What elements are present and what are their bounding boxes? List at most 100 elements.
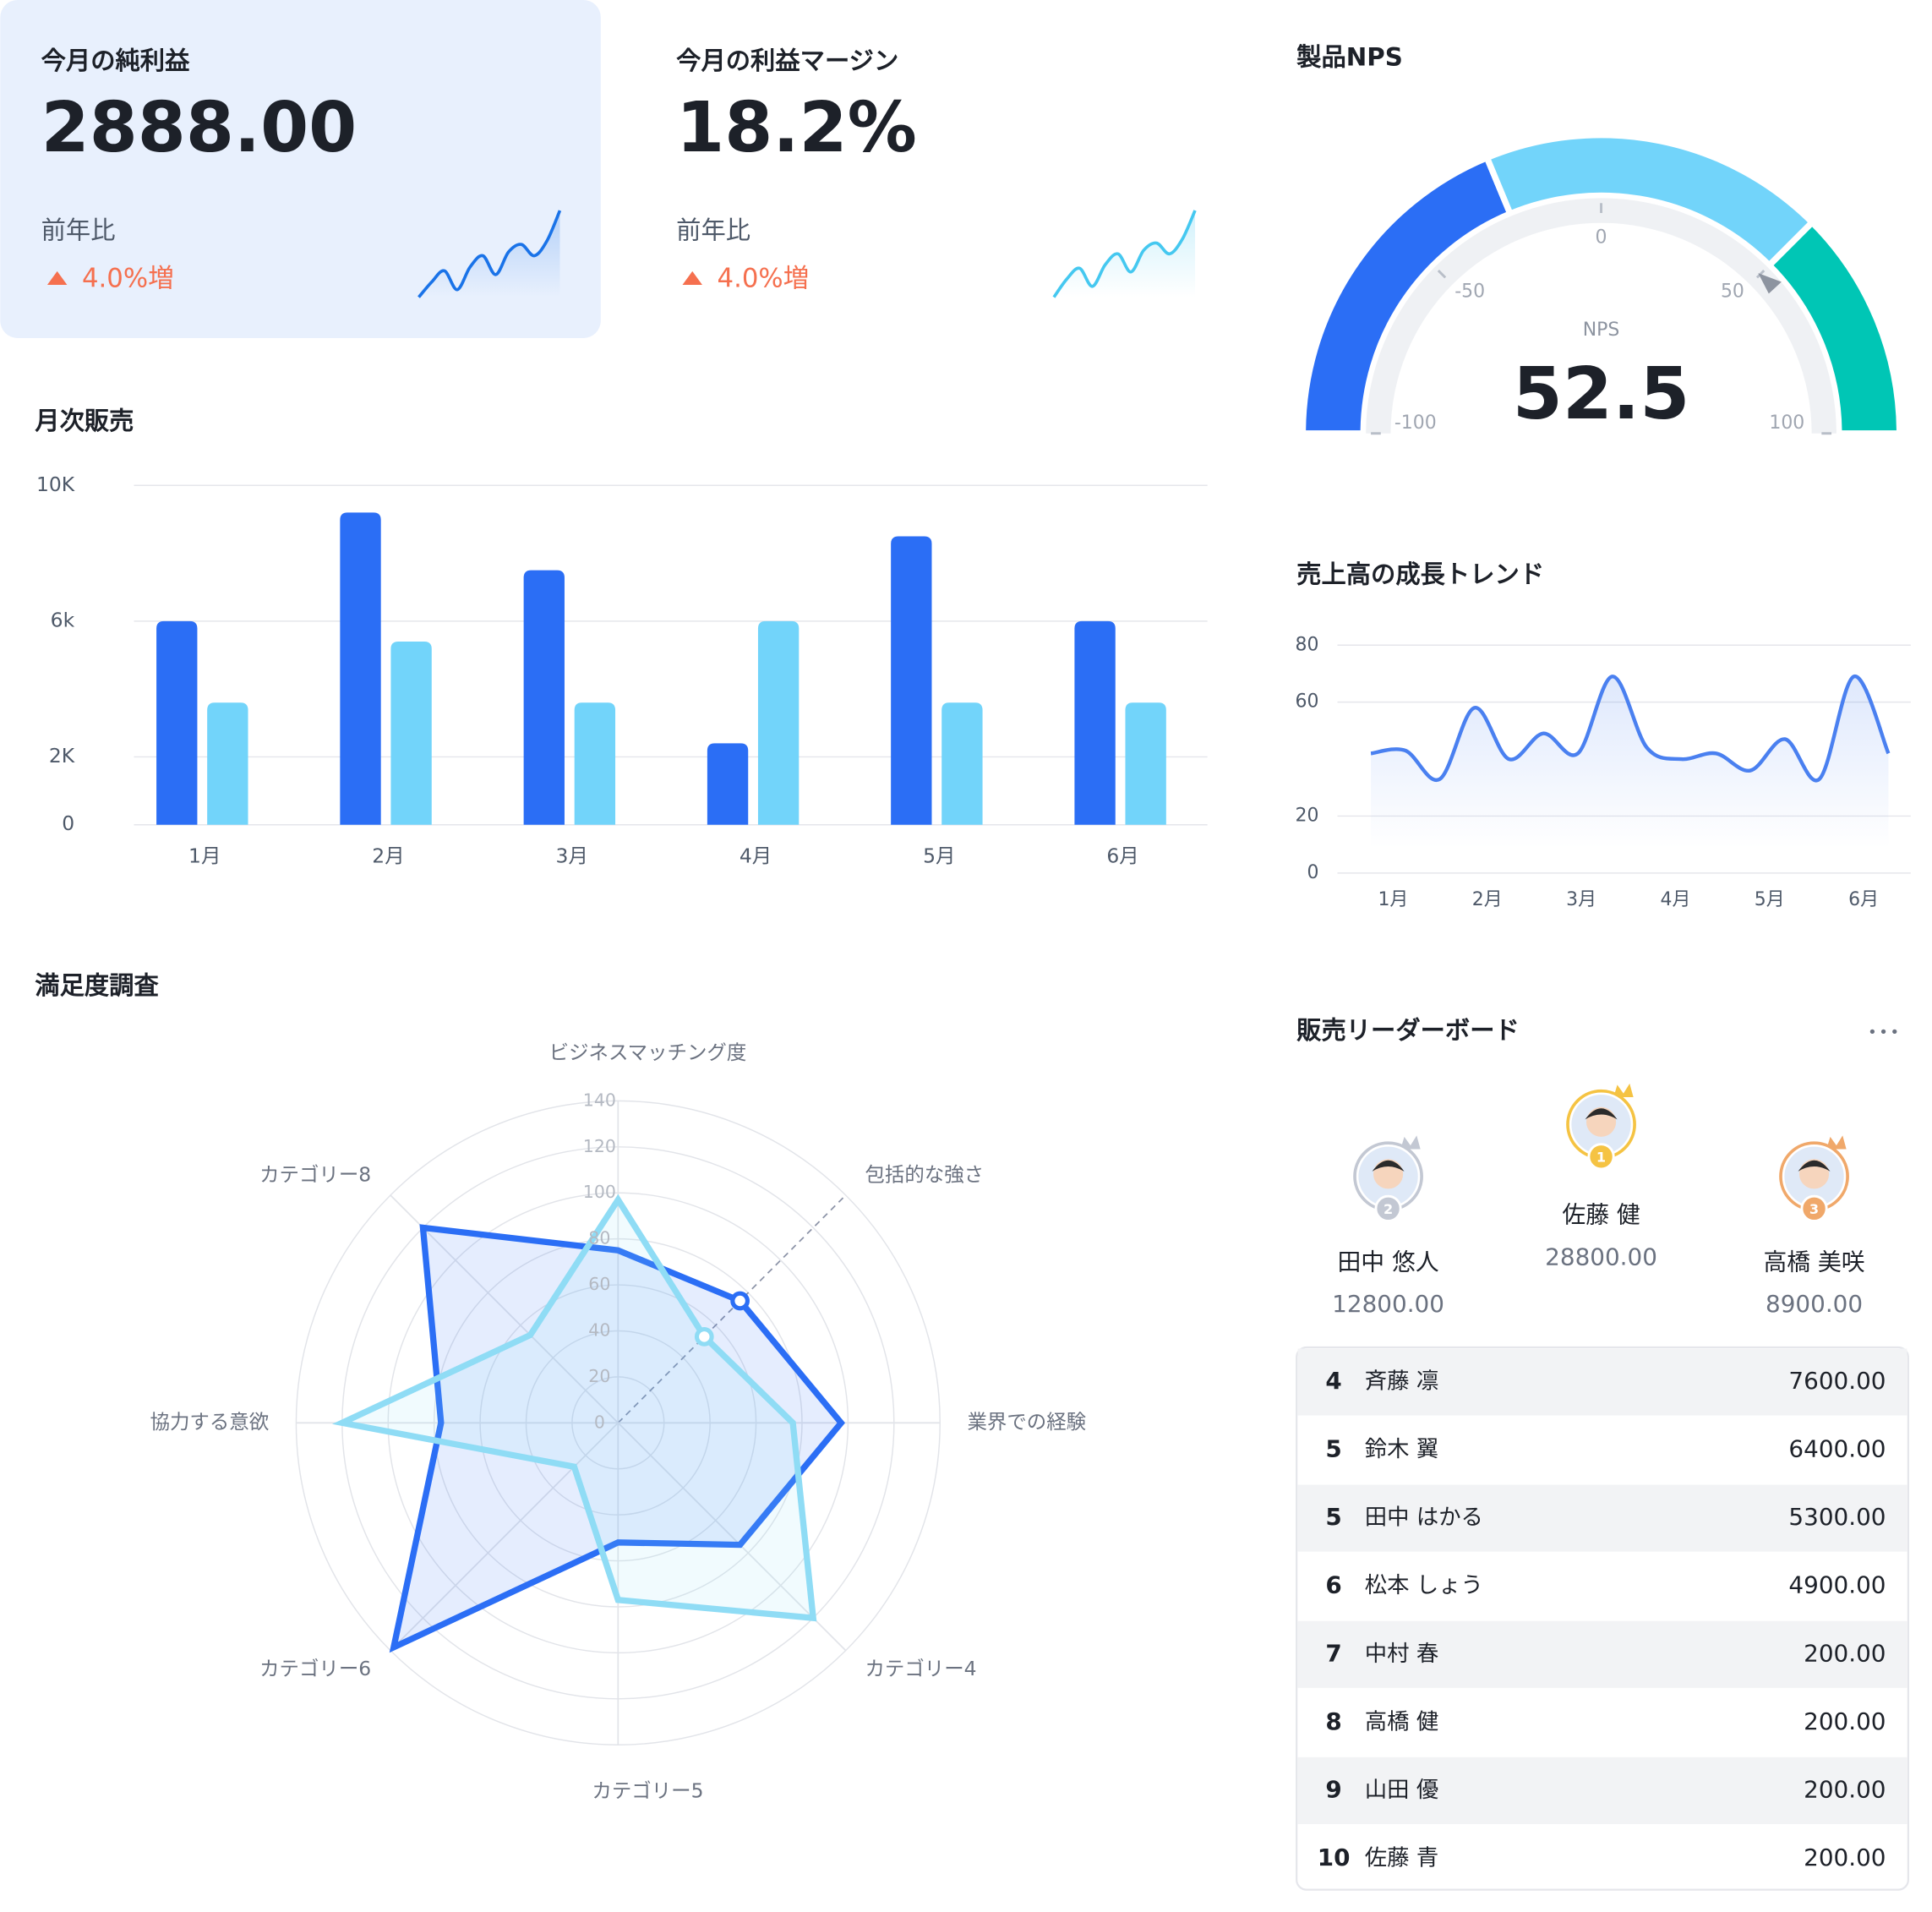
sparkline-area (418, 210, 560, 298)
winner-score: 28800.00 (1545, 1243, 1657, 1270)
row-bg (1297, 1756, 1907, 1824)
leaderboard-table (1296, 1346, 1909, 1891)
r-tick-label: 0 (594, 1412, 605, 1432)
row-score: 4900.00 (1788, 1571, 1886, 1599)
bar (707, 743, 749, 825)
radar-area (389, 1224, 845, 1653)
chart-title: 月次販売 (35, 407, 134, 435)
more-dot (1880, 1029, 1886, 1035)
row-name: 田中 はかる (1365, 1505, 1483, 1531)
gauge-pointer (1758, 273, 1782, 294)
spoke (617, 1422, 847, 1652)
bar (574, 702, 616, 825)
r-tick-label: 60 (588, 1274, 610, 1294)
line (1370, 675, 1891, 783)
bar (1125, 702, 1166, 825)
gauge-label: NPS (1583, 320, 1620, 341)
axis-label: 協力する意欲 (150, 1410, 270, 1434)
leaderboard-title: 販売リーダーボード (1296, 1016, 1520, 1045)
row-score: 200.00 (1804, 1775, 1886, 1803)
medal (1374, 1194, 1402, 1222)
row-rank: 5 (1325, 1503, 1341, 1531)
gauge-value: 52.5 (1513, 352, 1690, 436)
more-dot (1892, 1029, 1897, 1035)
kpi-title: 今月の純利益 (41, 46, 190, 75)
y-tick-label: 2K (49, 744, 75, 768)
r-tick-label: 40 (588, 1319, 610, 1340)
row-rank: 7 (1325, 1639, 1341, 1667)
bar (1074, 620, 1116, 825)
row-bg (1297, 1620, 1907, 1688)
row-name: 松本 しょう (1365, 1573, 1483, 1598)
axis-label: 包括的な強さ (865, 1163, 984, 1187)
row-name: 斉藤 凛 (1365, 1368, 1438, 1394)
row-score: 200.00 (1804, 1707, 1886, 1735)
row-rank: 9 (1325, 1775, 1341, 1803)
r-tick-label: 80 (588, 1228, 610, 1248)
y-tick-label: 20 (1296, 805, 1319, 826)
gauge-tick-label: 100 (1769, 412, 1804, 434)
x-tick-label: 2月 (1472, 889, 1503, 910)
y-tick-label: 10K (36, 473, 75, 496)
sparkline-area (1054, 210, 1196, 298)
row-name: 高橋 健 (1365, 1709, 1438, 1734)
row-score: 6400.00 (1788, 1435, 1886, 1463)
gauge-tick-label: -100 (1394, 412, 1437, 434)
radar-point (694, 1326, 714, 1347)
row-rank: 10 (1318, 1844, 1351, 1871)
y-tick-label: 80 (1296, 634, 1319, 655)
row-bg (1297, 1348, 1907, 1416)
y-tick-label: 0 (1307, 862, 1319, 883)
up-arrow (682, 270, 702, 285)
radar-point (730, 1291, 750, 1311)
axis-label: 業界での経験 (967, 1410, 1086, 1434)
avatar-hair (1798, 1160, 1831, 1172)
x-tick-label: 4月 (740, 844, 772, 867)
kpi-value: 18.2% (676, 88, 917, 168)
row-name: 鈴木 翼 (1365, 1437, 1438, 1462)
x-tick-label: 1月 (188, 844, 221, 867)
up-arrow (46, 270, 68, 285)
bar (757, 620, 800, 825)
winner-name: 高橋 美咲 (1763, 1248, 1864, 1276)
axis-label: カテゴリー6 (259, 1657, 371, 1680)
spoke (390, 1194, 619, 1423)
medal (1800, 1194, 1828, 1222)
row-score: 5300.00 (1788, 1503, 1886, 1531)
gauge-band (1482, 132, 1817, 270)
medal (1587, 1143, 1615, 1171)
row-score: 200.00 (1804, 1639, 1886, 1667)
bar (523, 570, 565, 825)
spoke (617, 1194, 847, 1423)
r-tick-label: 100 (583, 1182, 616, 1202)
kpi-change: 4.0%増 (718, 264, 810, 294)
kpi-compare-label: 前年比 (676, 216, 750, 244)
crown (1613, 1083, 1634, 1098)
x-tick-label: 3月 (1566, 889, 1596, 910)
row-rank: 5 (1325, 1435, 1341, 1463)
x-tick-label: 1月 (1378, 889, 1408, 910)
winner-name: 佐藤 健 (1562, 1201, 1640, 1229)
y-tick-label: 0 (62, 811, 74, 835)
crown (1400, 1135, 1421, 1150)
x-tick-label: 4月 (1660, 889, 1690, 910)
gauge-tick (1437, 270, 1447, 279)
medal-rank: 3 (1809, 1201, 1819, 1217)
row-rank: 4 (1325, 1367, 1341, 1395)
y-tick-label: 60 (1296, 691, 1319, 713)
gauge-band (1765, 217, 1903, 437)
axis-label: ビジネスマッチング度 (549, 1041, 747, 1064)
chart-title: 製品NPS (1296, 42, 1403, 71)
r-tick-label: 20 (588, 1366, 610, 1386)
axis-label: カテゴリー5 (592, 1778, 703, 1802)
x-tick-label: 6月 (1848, 889, 1879, 910)
medal-rank: 1 (1596, 1149, 1606, 1165)
row-score: 200.00 (1804, 1844, 1886, 1871)
gauge-tick-label: 50 (1721, 281, 1744, 303)
winner-name: 田中 悠人 (1337, 1248, 1438, 1276)
axis-label: カテゴリー4 (865, 1657, 976, 1680)
spoke (390, 1422, 619, 1652)
row-rank: 8 (1325, 1707, 1341, 1735)
